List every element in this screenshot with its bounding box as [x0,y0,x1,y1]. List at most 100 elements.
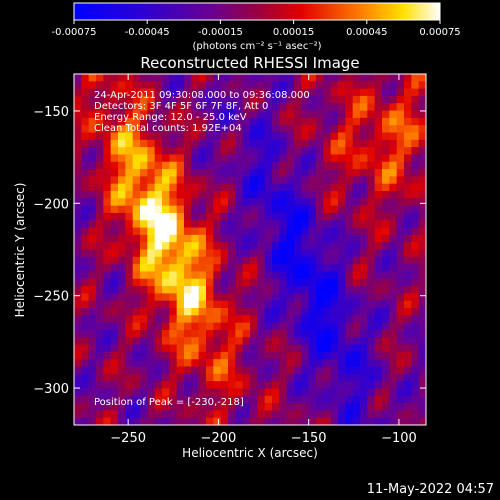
heatmap-cell [286,337,295,346]
heatmap-cell [176,95,185,104]
heatmap-cell [206,329,214,338]
heatmap-cell [125,403,134,411]
heatmap-cell [103,88,112,97]
heatmap-cell [88,373,97,382]
heatmap-cell [184,110,192,119]
heatmap-cell [264,95,273,104]
heatmap-cell [198,95,207,104]
heatmap-cell [140,161,148,170]
heatmap-cell [396,373,405,382]
heatmap-cell [367,293,376,302]
heatmap-cell [352,329,361,338]
heatmap-cell [294,308,302,316]
heatmap-cell [308,410,317,419]
heatmap-cell [96,147,104,156]
heatmap-cell [220,81,229,90]
heatmap-cell [110,132,119,141]
heatmap-cell [264,139,273,148]
heatmap-cell [345,410,354,419]
heatmap-cell [184,88,192,97]
heatmap-cell [411,373,420,382]
heatmap-cell [308,125,317,134]
heatmap-cell [162,220,170,229]
heatmap-cell [338,132,346,141]
heatmap-cell [96,212,104,221]
heatmap-cell [110,103,119,112]
heatmap-cell [330,344,339,353]
heatmap-cell [360,110,368,119]
heatmap-cell [88,344,97,353]
heatmap-cell [147,234,156,243]
heatmap-cell [367,161,376,170]
heatmap-cell [213,147,222,156]
heatmap-cell [360,249,368,258]
heatmap-cell [132,234,141,243]
heatmap-cell [140,234,148,243]
heatmap-cell [294,388,302,397]
heatmap-cell [345,161,354,170]
heatmap-cell [184,373,192,382]
heatmap-cell [286,264,295,273]
heatmap-cell [132,359,141,368]
heatmap-cell [404,388,412,397]
heatmap-cell [74,308,82,316]
heatmap-cell [330,220,339,229]
heatmap-cell [352,264,361,273]
heatmap-cell [264,220,273,229]
heatmap-cell [279,359,288,368]
heatmap-cell [140,337,148,346]
heatmap-cell [198,359,207,368]
heatmap-cell [206,95,214,104]
heatmap-cell [228,359,236,368]
heatmap-cell [308,103,317,112]
heatmap-cell [382,234,390,243]
heatmap-cell [191,169,200,177]
heatmap-cell [169,403,178,411]
heatmap-cell [242,410,251,419]
heatmap-cell [404,264,412,273]
heatmap-cell [162,264,170,273]
heatmap-cell [389,381,398,390]
heatmap-cell [162,322,170,331]
heatmap-cell [286,381,295,390]
heatmap-cell [308,117,317,126]
heatmap-cell [330,395,339,404]
heatmap-cell [345,220,354,229]
heatmap-cell [118,110,126,119]
heatmap-cell [176,249,185,258]
heatmap-cell [184,191,192,199]
heatmap-cell [316,154,324,163]
heatmap-cell [345,169,354,177]
heatmap-cell [360,139,368,148]
heatmap-cell [169,220,178,229]
heatmap-cell [147,125,156,134]
heatmap-cell [352,366,361,375]
heatmap-cell [110,417,119,425]
heatmap-cell [308,147,317,156]
heatmap-cell [257,147,266,156]
heatmap-cell [418,198,426,207]
heatmap-cell [257,278,266,287]
heatmap-cell [279,388,288,397]
heatmap-cell [330,322,339,331]
heatmap-cell [220,95,229,104]
heatmap-cell [228,74,236,82]
heatmap-cell [198,125,207,134]
heatmap-cell [264,381,273,390]
heatmap-cell [96,410,104,419]
heatmap-cell [206,205,214,214]
heatmap-cell [96,88,104,97]
heatmap-cell [198,154,207,163]
heatmap-cell [176,161,185,170]
heatmap-cell [228,95,236,104]
heatmap-cell [118,410,126,419]
heatmap-cell [316,220,324,229]
heatmap-cell [360,147,368,156]
heatmap-cell [206,242,214,251]
annotation-energy: Energy Range: 12.0 - 25.0 keV [94,112,247,123]
heatmap-cell [110,373,119,382]
heatmap-cell [301,234,310,243]
heatmap-cell [382,300,390,309]
heatmap-cell [81,256,90,265]
heatmap-cell [242,234,251,243]
